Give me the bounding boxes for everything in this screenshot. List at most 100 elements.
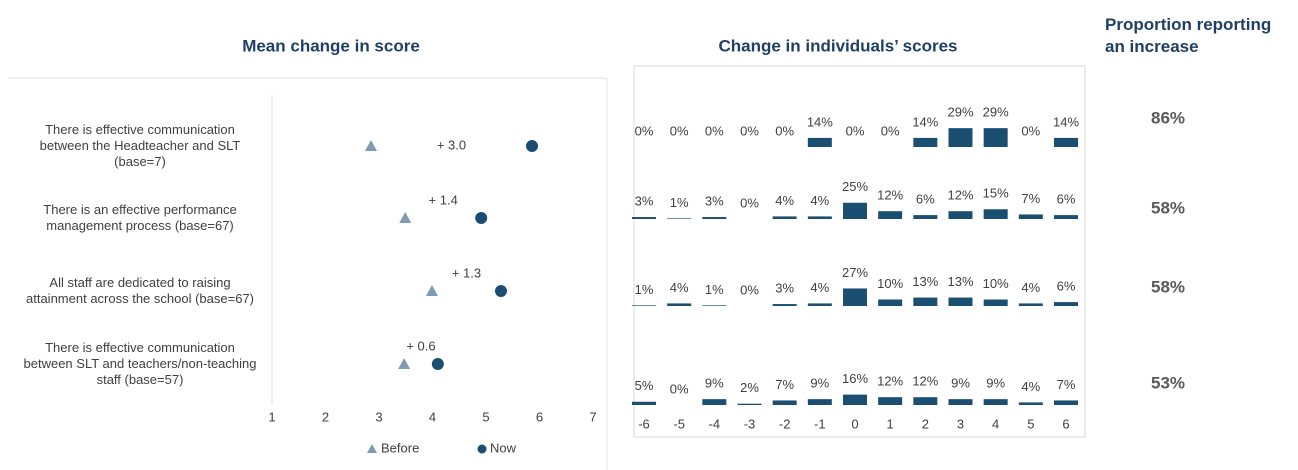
bar (878, 397, 903, 405)
value-label: 15% (983, 186, 1009, 201)
x-tick-label: 6 (1062, 416, 1069, 431)
difference-label: + 1.3 (452, 265, 481, 280)
bar (913, 297, 938, 306)
x-tick-label: 5 (1027, 416, 1034, 431)
bar (632, 401, 656, 405)
value-label: 3% (705, 193, 724, 208)
value-label: 3% (635, 193, 654, 208)
value-label: 12% (877, 374, 903, 389)
value-label: 3% (775, 280, 794, 295)
x-tick-label: 3 (375, 409, 382, 424)
value-label: 10% (983, 276, 1009, 291)
x-tick-label: -5 (673, 416, 685, 431)
x-tick-label: 2 (922, 416, 929, 431)
bar (948, 399, 973, 405)
bar (667, 303, 692, 306)
value-label: 9% (951, 376, 970, 391)
bar (772, 400, 797, 405)
value-label: 13% (912, 274, 938, 289)
value-label: 4% (1021, 280, 1040, 295)
bar (948, 128, 973, 147)
value-label: 4% (1021, 379, 1040, 394)
value-label: 12% (947, 188, 973, 203)
x-tick-label: 5 (482, 409, 489, 424)
bar (913, 215, 938, 219)
value-label: 1% (670, 195, 689, 210)
bar (843, 394, 867, 405)
value-label: 6% (1057, 192, 1076, 207)
now-marker (494, 285, 507, 297)
value-label: 25% (842, 179, 868, 194)
value-label: 29% (983, 105, 1009, 120)
bar (843, 202, 867, 219)
value-label: 12% (912, 374, 938, 389)
bar (632, 305, 656, 306)
value-label: 7% (1021, 191, 1040, 206)
x-tick-label: -4 (709, 416, 721, 431)
value-label: 0% (740, 282, 759, 297)
x-tick-label: -2 (779, 416, 791, 431)
value-label: 0% (740, 123, 759, 138)
x-tick-label: 1 (887, 416, 894, 431)
x-tick-label: 2 (322, 409, 329, 424)
value-label: 16% (842, 371, 868, 386)
value-label: 5% (635, 378, 654, 393)
value-label: 0% (670, 123, 689, 138)
value-label: 9% (986, 376, 1005, 391)
category-label: All staff are dedicated to raising attai… (26, 275, 254, 306)
legend-marker (477, 444, 487, 454)
bar (948, 297, 973, 306)
value-label: 1% (635, 282, 654, 297)
before-marker (399, 212, 412, 223)
proportion-value: 58% (1151, 198, 1185, 217)
bar (913, 397, 938, 405)
bar (948, 211, 973, 219)
before-marker (364, 140, 377, 151)
bar (983, 209, 1008, 219)
x-tick-label: 4 (992, 416, 999, 431)
difference-label: + 1.4 (429, 192, 458, 207)
x-tick-label: 0 (851, 416, 858, 431)
value-label: 14% (1053, 114, 1079, 129)
bar (772, 304, 797, 306)
legend-label: Before (381, 440, 419, 455)
x-tick-label: 4 (429, 409, 436, 424)
bar (1054, 137, 1078, 147)
bar (807, 399, 832, 405)
bar (878, 299, 903, 306)
chart-title: Change in individuals’ scores (718, 36, 957, 55)
bar (702, 399, 727, 405)
value-label: 14% (807, 114, 833, 129)
value-label: 27% (842, 265, 868, 280)
panel-border (633, 65, 1086, 438)
value-label: 4% (810, 193, 829, 208)
value-label: 0% (881, 123, 900, 138)
value-label: 4% (775, 193, 794, 208)
difference-label: + 0.6 (406, 338, 435, 353)
bar (843, 288, 867, 306)
bar (807, 137, 832, 147)
value-label: 12% (877, 188, 903, 203)
chart-title: Proportion reporting an increase (1105, 15, 1272, 56)
legend-label: Now (490, 440, 517, 455)
value-label: 6% (916, 192, 935, 207)
value-label: 0% (635, 123, 654, 138)
bar (1054, 302, 1078, 306)
bar (878, 211, 903, 219)
value-label: 4% (670, 280, 689, 295)
value-label: 14% (912, 114, 938, 129)
bar (737, 403, 762, 405)
value-label: 7% (775, 377, 794, 392)
category-label: There is an effective performance manage… (43, 202, 237, 233)
bar (1054, 400, 1078, 405)
value-label: 0% (846, 123, 865, 138)
bar (983, 399, 1008, 405)
value-label: 1% (705, 282, 724, 297)
difference-label: + 3.0 (437, 137, 466, 152)
bar (702, 305, 727, 306)
x-tick-label: 7 (589, 409, 596, 424)
bar (667, 218, 692, 219)
now-marker (475, 212, 488, 224)
value-label: 4% (810, 280, 829, 295)
